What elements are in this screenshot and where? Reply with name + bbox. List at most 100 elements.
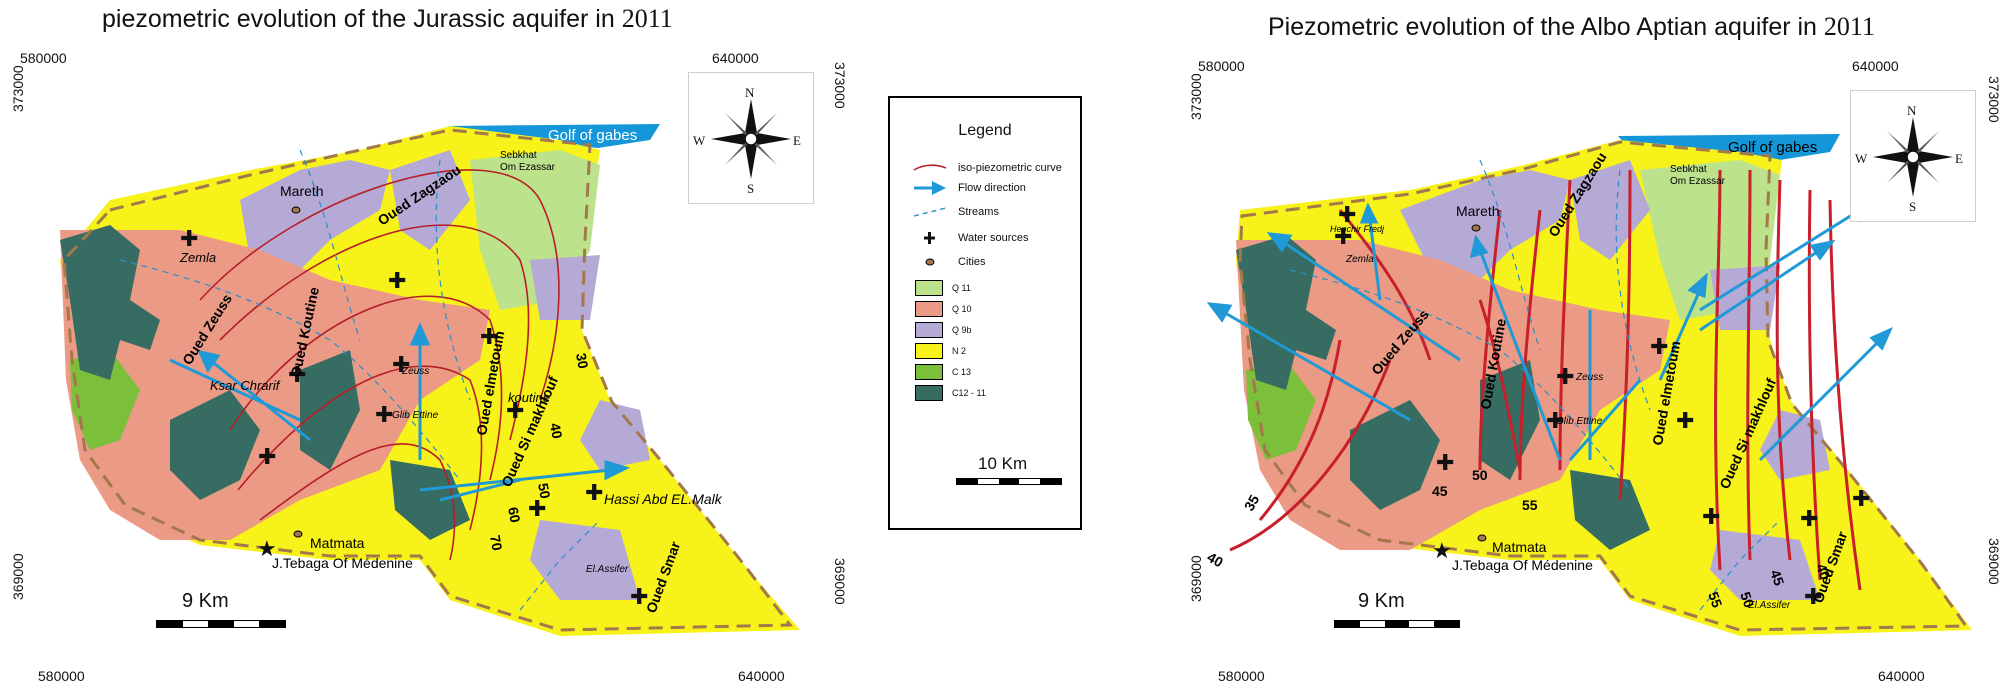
legend-swatch: [915, 385, 943, 401]
legend-item-q11: Q 11: [910, 278, 971, 298]
left-coord-bottom-right: 640000: [738, 668, 785, 684]
legend-item-label: Q 9b: [952, 325, 972, 335]
right-c12-1: [1236, 235, 1336, 390]
right-q10: [1236, 240, 1670, 550]
city-dot-icon: [1471, 224, 1481, 232]
cross-icon: ✚: [1804, 584, 1822, 609]
legend-item-label: Water sources: [958, 232, 1029, 244]
right-label-zeuss: Zeuss: [1575, 372, 1603, 383]
legend-item-label: Flow direction: [958, 182, 1026, 194]
left-q10: [60, 230, 490, 540]
left-compass-e: E: [793, 133, 801, 148]
right-label-zemla: Zemla: [1345, 254, 1374, 265]
right-flow-arrows: [1206, 201, 1893, 462]
cross-icon: ✚: [506, 398, 524, 423]
legend-item-label: C 13: [952, 367, 972, 377]
cross-icon: ✚: [1852, 486, 1870, 511]
right-contour-40b: 40: [1813, 562, 1833, 582]
left-contour-60: 60: [505, 506, 523, 524]
dashed-stream-icon: [910, 204, 950, 220]
right-map-title: Piezometric evolution of the Albo Aptian…: [1268, 12, 1875, 42]
right-label-glib-ettine: Glib Ettine: [1556, 416, 1603, 427]
left-c13: [70, 350, 140, 450]
right-contour-40a: 40: [1205, 549, 1227, 571]
cross-icon: ✚: [528, 496, 546, 521]
right-coord-top-left: 580000: [1198, 58, 1245, 74]
right-boundary: [1238, 140, 1969, 632]
legend-item-n2: N 2: [910, 341, 966, 361]
left-label-koutine: koutine: [508, 390, 550, 405]
legend-swatch: [915, 280, 943, 296]
cross-icon: ✚: [1676, 408, 1694, 433]
cross-icon: ✚: [480, 324, 498, 349]
left-compass-w: W: [693, 133, 706, 148]
right-contour-50a: 50: [1472, 467, 1488, 483]
legend-item-label: N 2: [952, 346, 967, 356]
cross-icon: ✚: [1800, 506, 1818, 531]
left-contour-30: 30: [573, 352, 591, 370]
legend-scale-label: 10 Km: [978, 454, 1028, 473]
legend-title: Legend: [958, 122, 1012, 139]
left-label-mareth: Mareth: [280, 183, 324, 199]
left-coord-top-right: 640000: [712, 50, 759, 66]
blue-arrow-icon: [910, 180, 950, 196]
left-flow-arrows: [169, 322, 631, 502]
legend-swatch: [915, 322, 943, 338]
left-compass: N S W E: [688, 72, 814, 204]
right-coord-bottom-right: 640000: [1878, 668, 1925, 684]
city-dot-icon: [1477, 534, 1487, 542]
legend-item-isoline: iso-piezometric curve: [910, 158, 1062, 178]
cross-icon: [910, 230, 950, 246]
cross-icon: ✚: [630, 584, 648, 609]
red-line-icon: [910, 160, 950, 176]
left-q9b-3: [530, 255, 600, 320]
cross-icon: ✚: [1334, 224, 1352, 249]
left-contour-70: 70: [487, 534, 505, 552]
right-scale-label: 9 Km: [1358, 590, 1405, 612]
compass-rose-icon: [711, 99, 791, 179]
legend-item-c13: C 13: [910, 362, 971, 382]
right-c12-2: [1350, 400, 1440, 510]
city-dot-icon: [910, 254, 950, 270]
left-c12-3: [300, 350, 360, 470]
cross-icon: ✚: [1546, 408, 1564, 433]
left-q9b-5: [530, 520, 640, 600]
left-label-golf: Golf of gabes: [548, 127, 637, 144]
left-coord-bottom-left: 580000: [38, 668, 85, 684]
left-map-title: piezometric evolution of the Jurassic aq…: [102, 4, 673, 34]
legend-item-label: Cities: [958, 256, 986, 268]
left-label-zemla: Zemla: [179, 250, 216, 265]
right-map-title-year: 2011: [1823, 12, 1875, 41]
right-label-henchir: Henchir Fredj: [1330, 224, 1385, 234]
left-contour-40: 40: [547, 422, 565, 440]
city-dot-icon: [293, 530, 303, 538]
left-boundary: [62, 128, 793, 632]
legend-item-c12: C12 - 11: [910, 383, 986, 403]
legend: Legend iso-piezometric curve Flow direct…: [888, 96, 1082, 530]
cross-icon: ✚: [180, 226, 198, 251]
right-label-tebaga: J.Tebaga Of Médenine: [1452, 557, 1593, 573]
left-label-hassi: Hassi Abd EL.Malk: [604, 491, 723, 507]
cross-icon: ✚: [585, 480, 603, 505]
right-map-title-text: Piezometric evolution of the Albo Aptian…: [1268, 13, 1817, 41]
right-compass-w: W: [1855, 151, 1868, 166]
right-coord-top-right: 640000: [1852, 58, 1899, 74]
right-contour-50b: 50: [1737, 590, 1757, 610]
left-compass-s: S: [747, 181, 755, 196]
city-dot-icon: [291, 206, 301, 214]
left-q9b-4: [580, 400, 650, 470]
cross-icon: ✚: [1436, 450, 1454, 475]
left-map-title-year: 2011: [621, 4, 673, 33]
cross-icon: ✚: [1556, 364, 1574, 389]
right-map: ✚ ✚ ✚ ✚ ✚ ✚ ✚ ✚ ✚ ✚ ✚ ★ Golf of gabes Se…: [1205, 134, 1972, 636]
left-scale-label: 9 Km: [182, 590, 229, 612]
right-label-el-assifer: El.Assifer: [1748, 600, 1791, 611]
left-coord-top-left: 580000: [20, 50, 67, 66]
right-compass-s: S: [1909, 199, 1917, 214]
legend-item-label: C12 - 11: [952, 388, 986, 398]
left-contour-50: 50: [535, 482, 553, 500]
right-coord-bottom-left: 580000: [1218, 668, 1265, 684]
left-label-ksar-chrarif: Ksar Chrarif: [210, 378, 281, 393]
cross-icon: ✚: [1338, 202, 1356, 227]
legend-scale-bar: [956, 478, 1062, 485]
